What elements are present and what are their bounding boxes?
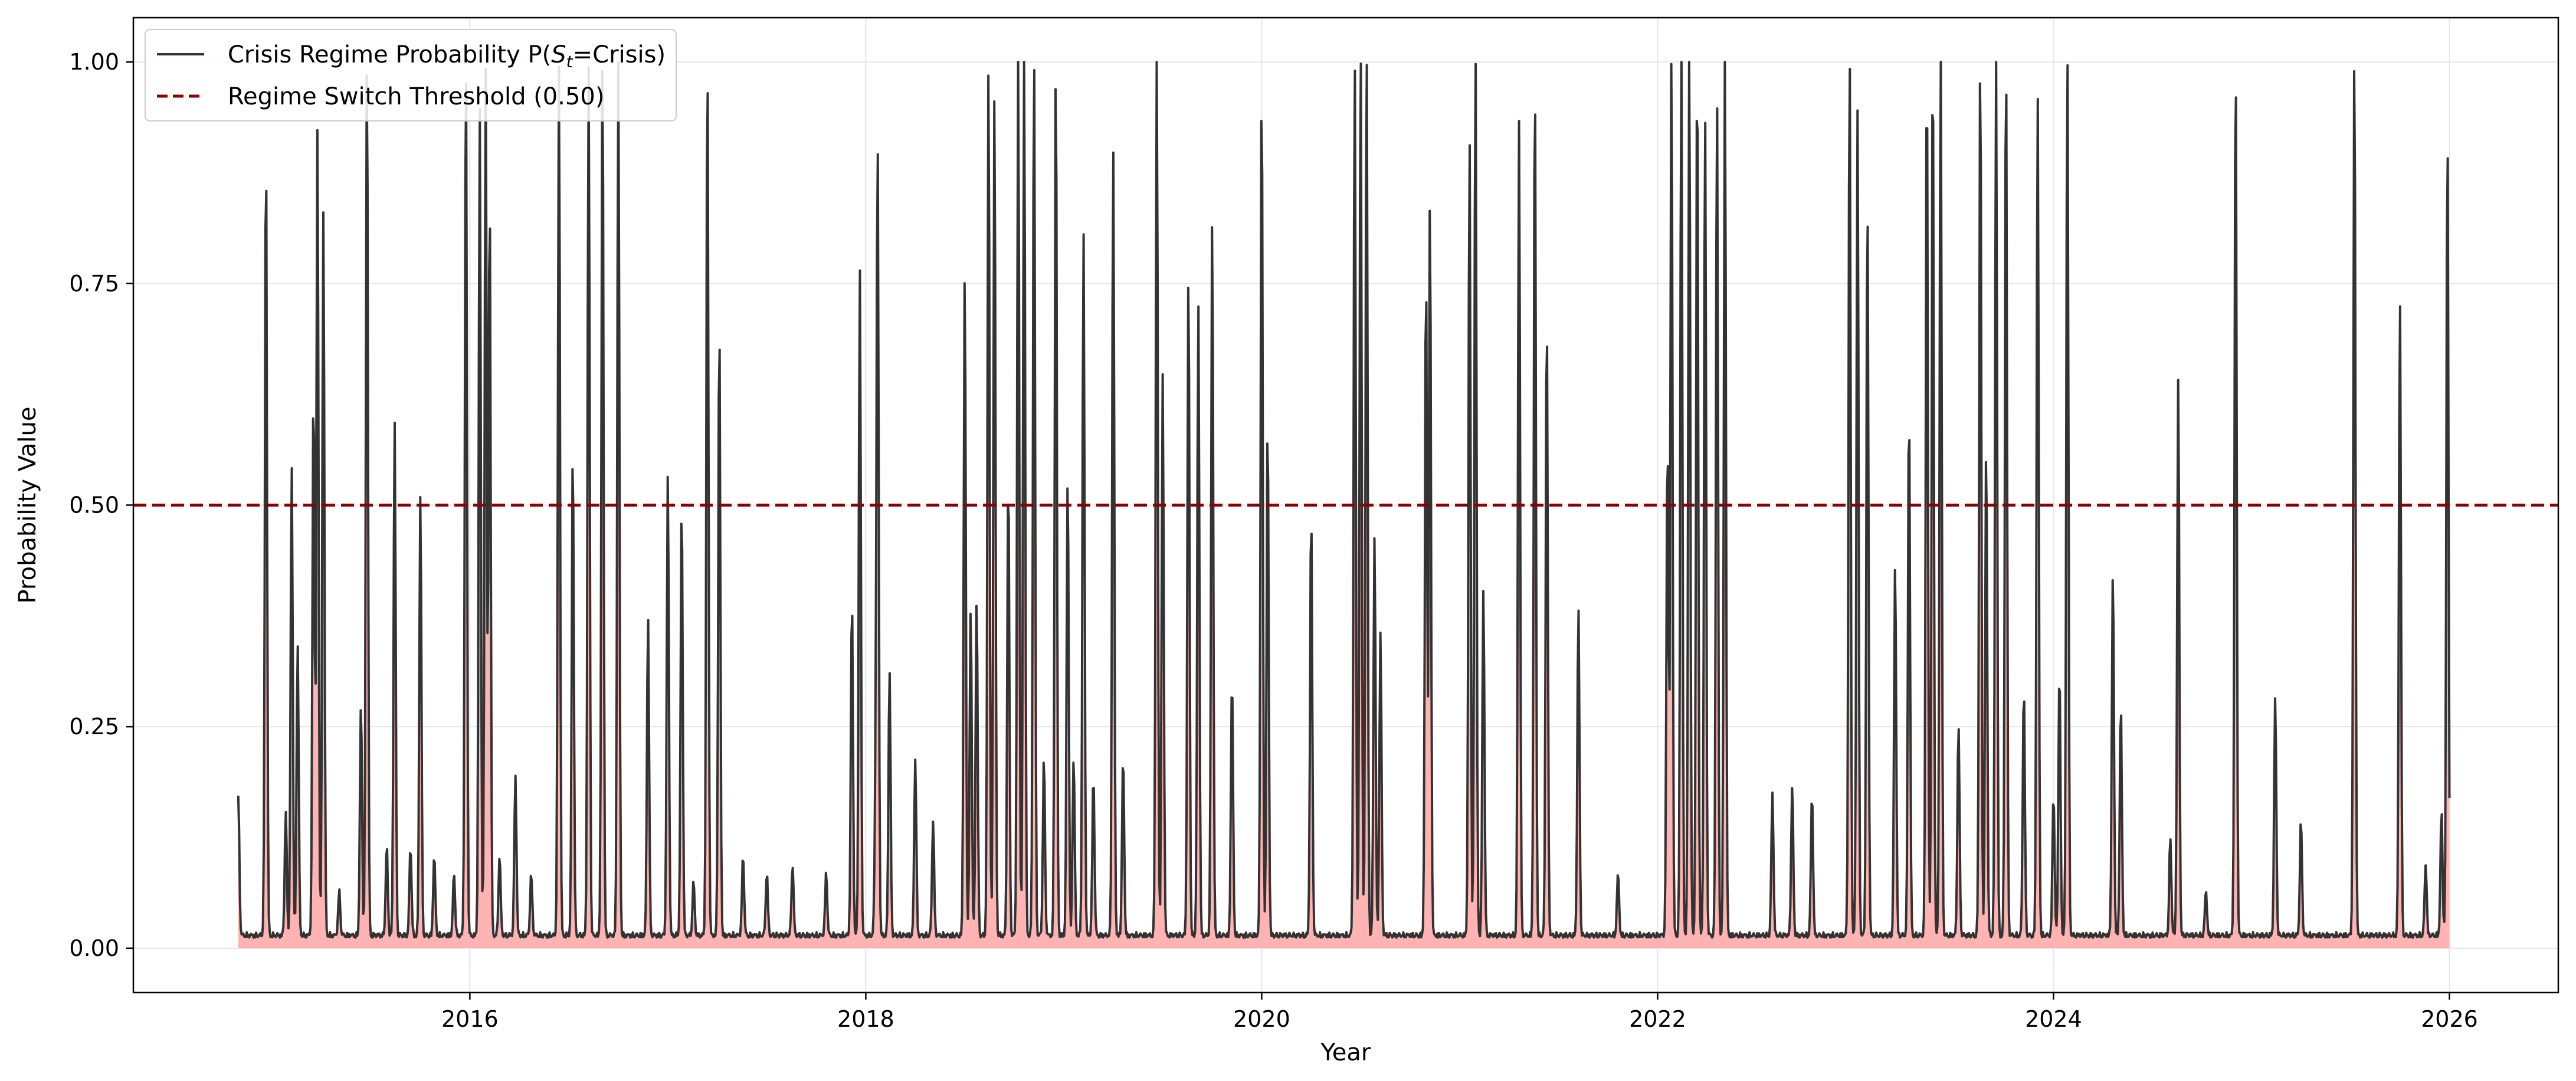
x-tick-label: 2020 xyxy=(1233,1006,1290,1032)
legend-series-label: Crisis Regime Probability P(St=Crisis) xyxy=(228,41,666,71)
legend-threshold-label: Regime Switch Threshold (0.50) xyxy=(228,83,604,110)
y-axis-ticks: 0.00 0.25 0.50 0.75 1.00 xyxy=(69,49,133,961)
x-tick-label: 2024 xyxy=(2025,1006,2082,1032)
y-tick-label: 0.50 xyxy=(69,492,119,518)
x-tick-label: 2016 xyxy=(441,1006,499,1032)
probability-line xyxy=(237,61,2451,939)
y-tick-label: 0.00 xyxy=(69,935,119,961)
y-axis-label: Probability Value xyxy=(14,406,41,603)
x-axis-label: Year xyxy=(1320,1039,1371,1066)
y-tick-label: 0.75 xyxy=(69,271,119,297)
x-axis-ticks: 2016 2018 2020 2022 2024 2026 xyxy=(441,993,2478,1032)
x-tick-label: 2018 xyxy=(837,1006,894,1032)
legend-series-sub: t xyxy=(566,52,573,71)
legend-series-suffix: =Crisis) xyxy=(573,41,666,68)
legend-series-var: S xyxy=(551,41,566,68)
legend-box xyxy=(145,29,677,121)
y-tick-label: 1.00 xyxy=(69,49,119,75)
probability-series-line xyxy=(237,61,2451,939)
legend-series-prefix: Crisis Regime Probability P( xyxy=(228,41,551,68)
x-tick-label: 2026 xyxy=(2421,1006,2478,1032)
legend: Crisis Regime Probability P(St=Crisis) R… xyxy=(145,29,677,121)
y-tick-label: 0.25 xyxy=(69,714,119,740)
x-tick-label: 2022 xyxy=(1629,1006,1686,1032)
